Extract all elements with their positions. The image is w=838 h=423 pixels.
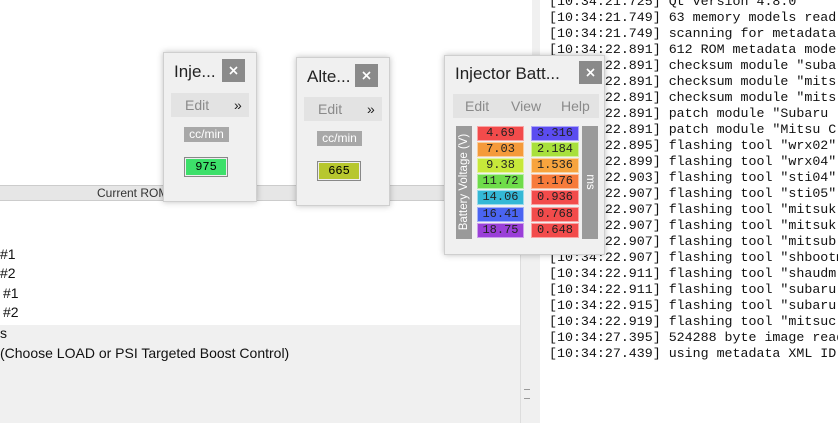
close-icon — [586, 68, 595, 77]
table-cell: 0.936 — [531, 190, 579, 206]
list-item[interactable]: #2 — [3, 304, 19, 320]
window-title: Alte... — [307, 67, 351, 86]
menu-more[interactable]: » — [367, 101, 375, 117]
log-line: [10:34:22.911] flashing tool "shaudm — [549, 266, 837, 281]
list-item[interactable]: (Choose LOAD or PSI Targeted Boost Contr… — [0, 345, 290, 361]
close-button[interactable] — [579, 61, 602, 84]
menu-item[interactable]: Edit — [185, 97, 210, 113]
log-line: [10:34:21.725] Qt version 4.8.0 — [549, 0, 797, 9]
log-line: [10:34:27.439] using metadata XML ID — [549, 346, 837, 361]
table-cell: 14.06 — [477, 190, 524, 206]
scrollbar[interactable] — [520, 199, 533, 423]
menu-bar: Edit View Help — [453, 94, 599, 118]
table-cell: 7.03 — [477, 142, 524, 158]
menu-item[interactable]: Edit — [318, 101, 343, 117]
table-cell: 11.72 — [477, 174, 524, 190]
menu-bar: Edit » — [171, 93, 249, 117]
table-window[interactable]: Injector Batt... Edit View Help Battery … — [444, 55, 605, 255]
table-cell: 4.69 — [477, 126, 524, 141]
log-line: [10:34:22.911] flashing tool "subaru — [549, 282, 837, 297]
unit-label: cc/min — [184, 127, 229, 142]
menu-bar: Edit » — [304, 97, 382, 121]
table-cell: 1.176 — [531, 174, 579, 190]
gauge-value: 975 — [184, 157, 228, 177]
window-title: Inje... — [174, 62, 216, 81]
menu-item[interactable]: Help — [561, 98, 590, 114]
gauge-window[interactable]: Alte... Edit » cc/min 665 — [296, 57, 390, 206]
gauge-value: 665 — [317, 161, 361, 181]
table-cell: 18.75 — [477, 222, 524, 238]
log-line: [10:34:21.749] scanning for metadata — [549, 26, 837, 41]
table-cell: 1.536 — [531, 158, 579, 174]
scroll-grip — [524, 389, 530, 399]
log-line: [10:34:22.891] 612 ROM metadata mode — [549, 42, 837, 57]
unit-label: ms — [584, 174, 596, 190]
list-item[interactable]: s — [0, 325, 7, 341]
log-line: [10:34:22.907] flashing tool "shbootm — [549, 250, 838, 265]
y-axis-label: Battery Voltage (V) — [458, 133, 470, 231]
table-cell: 16.41 — [477, 206, 524, 222]
log-line: [10:34:21.749] 63 memory models read — [549, 10, 837, 25]
log-line: [10:34:22.919] flashing tool "mitsuc — [549, 314, 837, 329]
close-button[interactable] — [222, 59, 245, 82]
menu-more[interactable]: » — [234, 97, 242, 113]
panel-bg — [0, 325, 520, 423]
menu-item[interactable]: View — [511, 98, 542, 114]
log-line: [10:34:22.915] flashing tool "subaru — [549, 298, 837, 313]
list-item[interactable]: #1 — [3, 285, 19, 301]
window-title: Injector Batt... — [455, 64, 560, 83]
table-cell: 0.648 — [531, 222, 579, 238]
header-text: Current ROM — [97, 186, 169, 200]
table-cell: 3.316 — [531, 126, 579, 141]
log-line: [10:34:27.395] 524288 byte image read — [549, 330, 838, 345]
menu-item[interactable]: Edit — [465, 98, 490, 114]
unit-bar: ms — [582, 126, 598, 239]
close-icon — [229, 66, 238, 75]
list-item[interactable]: #2 — [0, 265, 16, 281]
axis-bar: Battery Voltage (V) — [456, 126, 472, 239]
gauge-window[interactable]: Inje... Edit » cc/min 975 — [163, 52, 257, 202]
column-header: Current ROM — [0, 185, 520, 201]
list-item[interactable]: #1 — [0, 246, 16, 262]
table-cell: 2.184 — [531, 142, 579, 158]
table-cell: 0.768 — [531, 206, 579, 222]
close-icon — [362, 71, 371, 80]
table-cell: 9.38 — [477, 158, 524, 174]
unit-label: cc/min — [317, 131, 362, 146]
close-button[interactable] — [355, 64, 378, 87]
